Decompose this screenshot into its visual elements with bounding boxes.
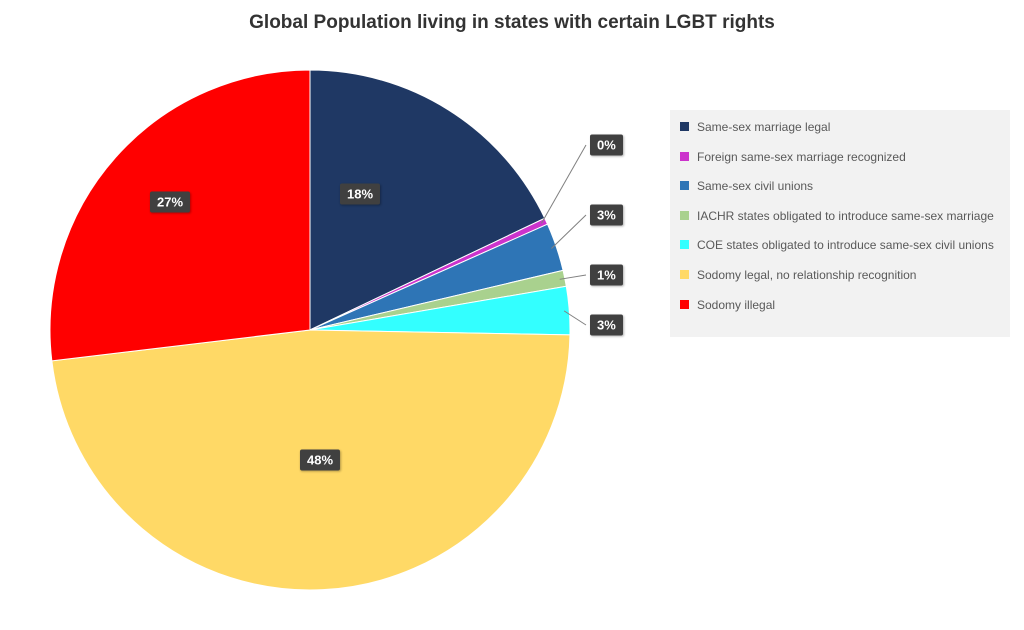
legend-label: Same-sex marriage legal: [697, 120, 830, 136]
legend-label: Sodomy illegal: [697, 298, 775, 314]
slice-label: 0%: [590, 135, 623, 156]
legend-label: Same-sex civil unions: [697, 179, 813, 195]
pie-svg: [20, 50, 680, 630]
legend-label: Sodomy legal, no relationship recognitio…: [697, 268, 916, 284]
legend-swatch: [680, 122, 689, 131]
legend: Same-sex marriage legal Foreign same-sex …: [670, 110, 1010, 337]
legend-label: COE states obligated to introduce same-s…: [697, 238, 994, 254]
legend-item: COE states obligated to introduce same-s…: [680, 238, 1002, 254]
callout-line: [551, 215, 586, 249]
slice-label: 18%: [340, 184, 380, 205]
legend-swatch: [680, 152, 689, 161]
legend-item: Foreign same-sex marriage recognized: [680, 150, 1002, 166]
slice-label: 27%: [150, 192, 190, 213]
slice-label: 1%: [590, 265, 623, 286]
legend-swatch: [680, 211, 689, 220]
slice-label: 3%: [590, 205, 623, 226]
legend-item: Sodomy legal, no relationship recognitio…: [680, 268, 1002, 284]
callout-line: [541, 145, 586, 223]
legend-item: Same-sex marriage legal: [680, 120, 1002, 136]
legend-swatch: [680, 270, 689, 279]
legend-label: IACHR states obligated to introduce same…: [697, 209, 994, 225]
pie-slice: [50, 70, 310, 361]
chart-title: Global Population living in states with …: [0, 12, 1024, 34]
legend-item: Sodomy illegal: [680, 298, 1002, 314]
pie-chart-area: 0% 3% 1% 3% 18% 48% 27%: [20, 50, 650, 610]
slice-label: 3%: [590, 315, 623, 336]
legend-swatch: [680, 181, 689, 190]
legend-label: Foreign same-sex marriage recognized: [697, 150, 906, 166]
legend-item: Same-sex civil unions: [680, 179, 1002, 195]
legend-swatch: [680, 240, 689, 249]
slice-label: 48%: [300, 450, 340, 471]
legend-swatch: [680, 300, 689, 309]
legend-item: IACHR states obligated to introduce same…: [680, 209, 1002, 225]
